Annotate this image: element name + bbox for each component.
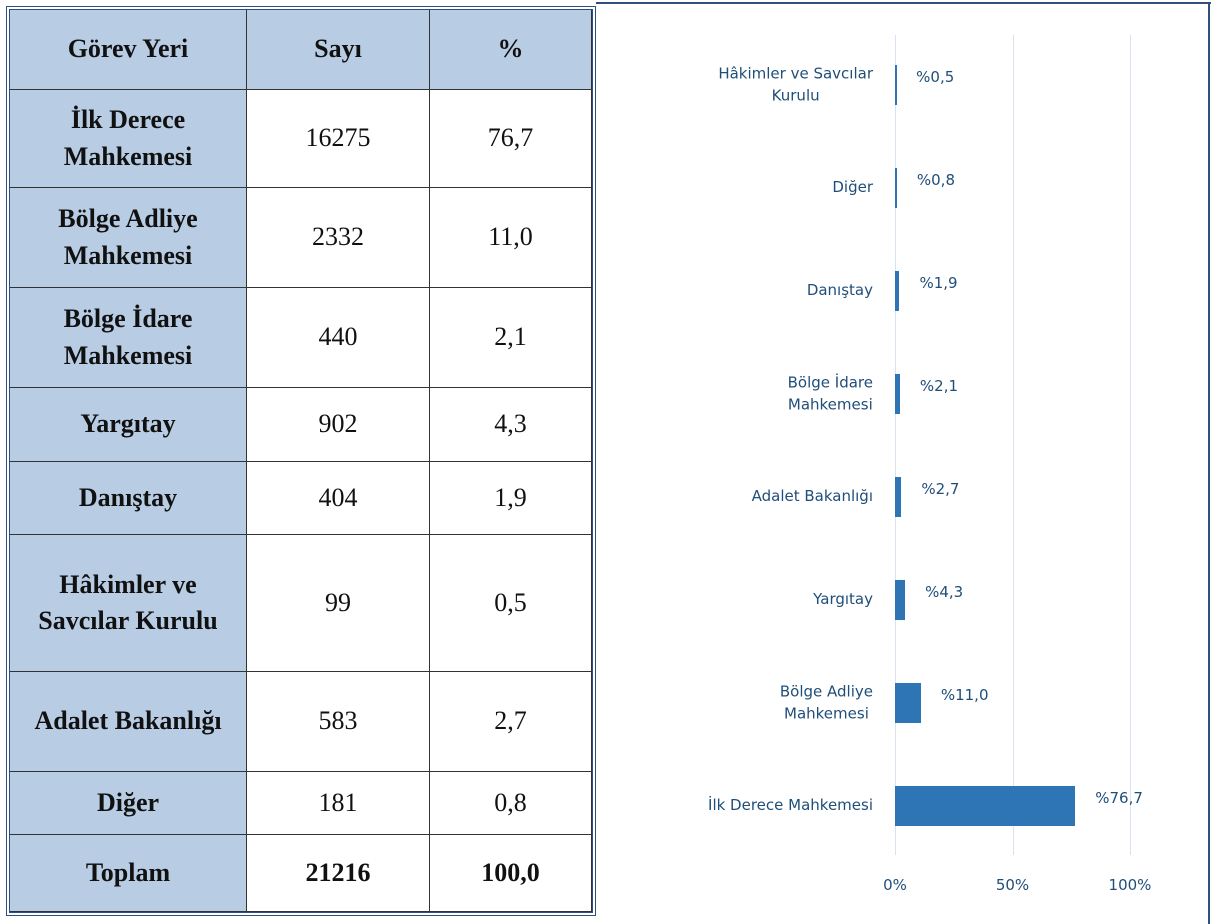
table-cell: Yargıtay <box>10 388 247 462</box>
table-cell: İlk Derece Mahkemesi <box>10 90 247 188</box>
data-label: %4,3 <box>925 583 964 601</box>
bar <box>895 271 900 311</box>
table-cell: Bölge Adliye Mahkemesi <box>10 188 247 288</box>
table-cell: 2,7 <box>430 672 592 772</box>
grid-line <box>895 35 896 855</box>
bar <box>895 786 1076 826</box>
table-cell: Hâkimler ve Savcılar Kurulu <box>10 535 247 672</box>
bar <box>895 477 902 517</box>
table-cell: 902 <box>247 388 430 462</box>
table: Görev Yeri Sayı% İlk Derece Mahkemesi 16275… <box>6 6 596 916</box>
bar <box>895 374 900 414</box>
table-cell: 2,1 <box>430 288 592 388</box>
data-label: %0,8 <box>916 171 955 189</box>
x-tick-label: 100% <box>1108 876 1152 894</box>
data-label: %1,9 <box>919 274 958 292</box>
table-cell: 181 <box>247 772 430 835</box>
table-cell: 2332 <box>247 188 430 288</box>
category-label: Hâkimler ve Savcılar Kurulu <box>718 64 873 104</box>
table-cell: 21216 <box>247 835 430 912</box>
category-label: İlk Derece Mahkemesi <box>708 796 873 815</box>
table-cell: 11,0 <box>430 188 592 288</box>
border <box>1208 2 1210 924</box>
table-cell: Adalet Bakanlığı <box>10 672 247 772</box>
category-label: Danıştay <box>806 281 873 300</box>
x-tick-label: 0% <box>883 876 907 894</box>
table-cell: Diğer <box>10 772 247 835</box>
table-cell: 16275 <box>247 90 430 188</box>
bar <box>895 683 921 723</box>
bar <box>895 168 897 208</box>
table-cell: Toplam <box>10 835 247 912</box>
border <box>596 2 1211 4</box>
data-label: %2,1 <box>919 377 959 395</box>
table-cell: Danıştay <box>10 462 247 535</box>
table-cell: 0,8 <box>430 772 592 835</box>
data-label: %76,7 <box>1095 789 1143 807</box>
category-label: Adalet Bakanlığı <box>751 487 873 506</box>
table-cell: 76,7 <box>430 90 592 188</box>
table-cell: Bölge İdare Mahkemesi <box>10 288 247 388</box>
table-cell: Sayı <box>247 10 430 90</box>
category-label: Yargıtay <box>813 590 873 609</box>
category-label: Bölge İdare Mahkemesi <box>787 373 873 413</box>
data-label: %2,7 <box>921 480 960 498</box>
data-label: %11,0 <box>940 686 989 704</box>
bar <box>895 580 906 620</box>
bar <box>895 65 897 105</box>
grid-line <box>1012 35 1014 855</box>
table-cell: Görev Yeri <box>10 10 247 90</box>
grid-line <box>1130 35 1131 855</box>
table-cell: 0,5 <box>430 535 592 672</box>
table-cell: 440 <box>247 288 430 388</box>
x-tick-label: 50% <box>995 876 1030 894</box>
table-cell: % <box>430 10 592 90</box>
table-cell: 100,0 <box>430 835 592 912</box>
category-label: Diğer <box>832 178 873 197</box>
category-label: Bölge Adliye Mahkemesi <box>779 682 873 722</box>
table-cell: 583 <box>247 672 430 772</box>
table-cell: 404 <box>247 462 430 535</box>
table-cell: 99 <box>247 535 430 672</box>
table-cell: 4,3 <box>430 388 592 462</box>
data-label: %0,5 <box>916 68 955 86</box>
table-cell: 1,9 <box>430 462 592 535</box>
